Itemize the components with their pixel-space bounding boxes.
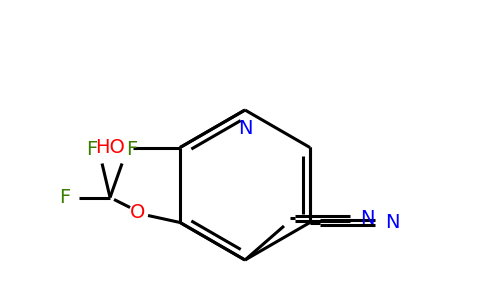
- Text: HO: HO: [95, 138, 125, 157]
- Text: F: F: [126, 140, 137, 159]
- Text: N: N: [238, 118, 252, 137]
- Text: N: N: [385, 213, 399, 232]
- Text: F: F: [87, 140, 98, 159]
- Text: F: F: [60, 188, 71, 207]
- Text: O: O: [130, 203, 146, 222]
- Text: N: N: [360, 208, 374, 227]
